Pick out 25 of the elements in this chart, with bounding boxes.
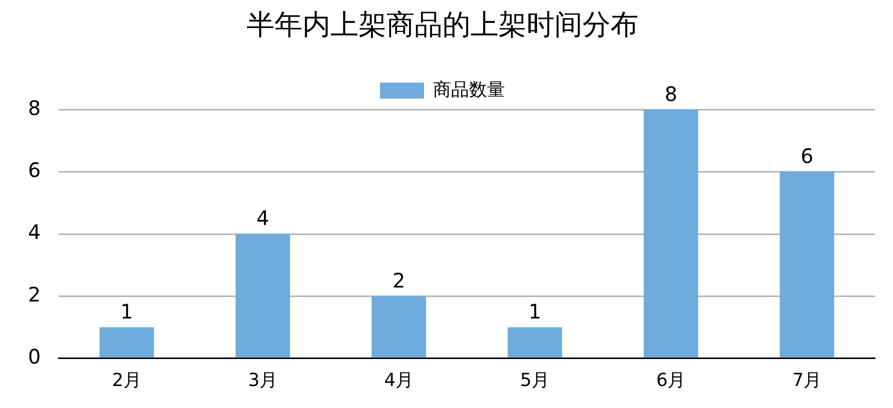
y-tick-label: 6 [28, 158, 41, 182]
y-tick-label: 8 [28, 96, 41, 120]
y-tick-label: 0 [28, 344, 41, 369]
bar [236, 234, 290, 358]
data-label: 6 [800, 144, 814, 168]
y-tick-label: 4 [28, 220, 41, 244]
bar [508, 327, 562, 358]
x-tick-label: 2月 [112, 370, 142, 391]
x-tick-label: 6月 [656, 370, 686, 391]
legend-label: 商品数量 [433, 79, 505, 100]
data-label: 1 [528, 300, 542, 324]
data-label: 4 [256, 206, 270, 230]
bar [372, 296, 426, 358]
data-label: 2 [392, 268, 406, 292]
bar [780, 172, 834, 358]
y-tick-label: 2 [28, 282, 41, 306]
data-label: 8 [664, 82, 678, 106]
bar [100, 327, 154, 358]
data-label: 1 [120, 300, 134, 324]
chart-title: 半年内上架商品的上架时间分布 [246, 8, 638, 42]
x-tick-label: 7月 [792, 370, 822, 391]
bar [644, 110, 698, 358]
x-tick-label: 3月 [248, 370, 278, 391]
x-tick-label: 5月 [520, 370, 550, 391]
x-tick-label: 4月 [384, 370, 414, 391]
